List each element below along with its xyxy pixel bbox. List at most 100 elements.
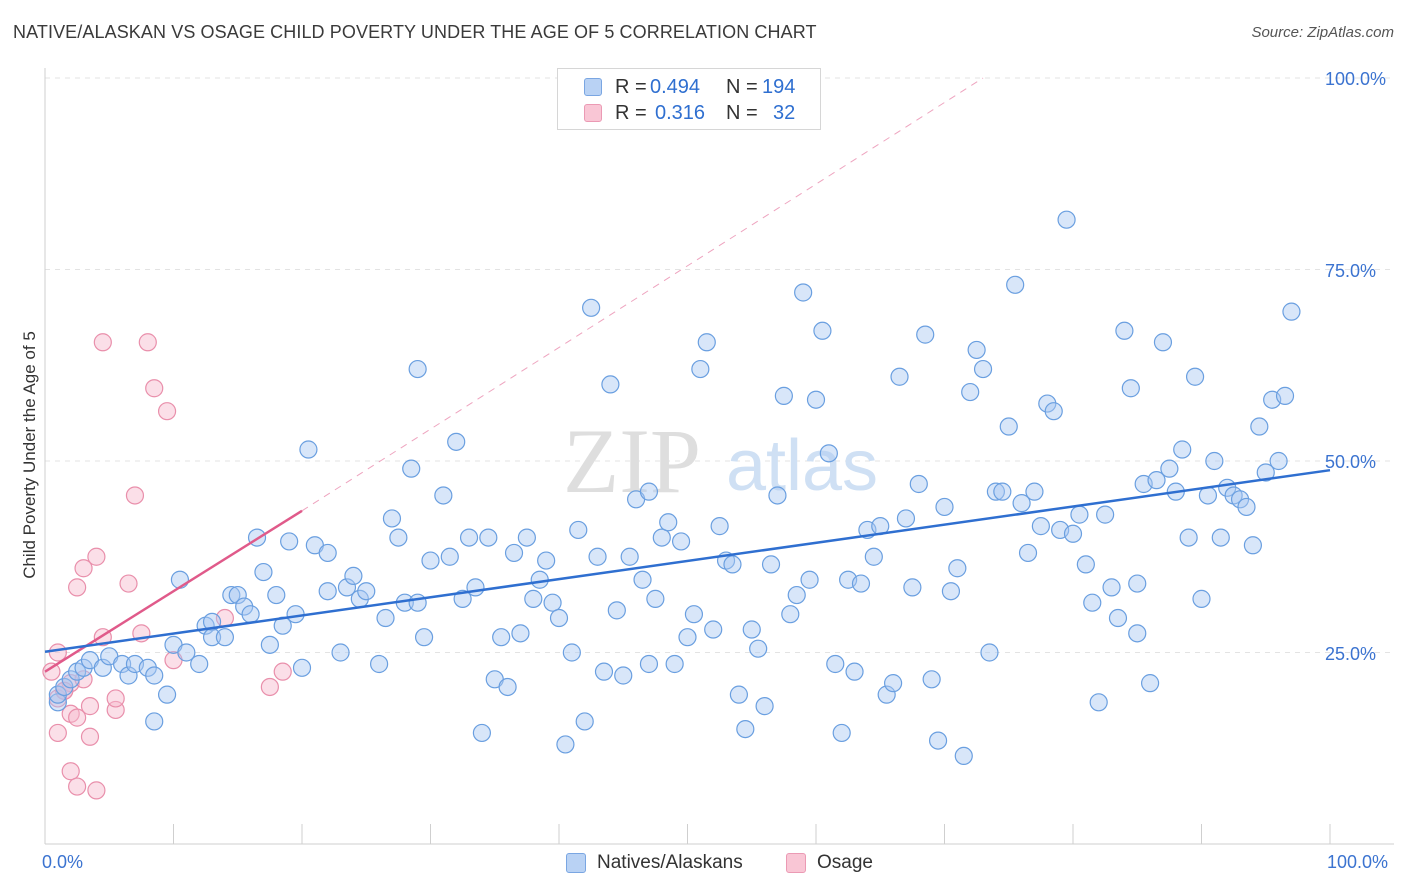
y-tick-label: 100.0% <box>1325 69 1387 89</box>
natives-point <box>883 674 903 693</box>
osage-point <box>273 662 292 681</box>
natives-point <box>961 382 980 402</box>
natives-point <box>1076 555 1095 574</box>
natives-point <box>781 605 800 624</box>
natives-point <box>382 509 402 528</box>
chart-title: NATIVE/ALASKAN VS OSAGE CHILD POVERTY UN… <box>13 22 817 42</box>
natives-point <box>1237 497 1256 517</box>
natives-point <box>787 585 806 605</box>
osage-point <box>157 402 177 421</box>
natives-point <box>1185 367 1205 386</box>
natives-point <box>607 601 626 620</box>
natives-point <box>549 608 569 628</box>
natives-point <box>466 578 485 597</box>
natives-point <box>980 643 999 662</box>
osage-point <box>80 727 100 746</box>
natives-point <box>594 662 614 681</box>
natives-point <box>318 582 337 601</box>
natives-point <box>93 658 112 677</box>
natives-point <box>800 570 819 589</box>
legend-n-value: 32 <box>773 102 796 124</box>
natives-point <box>697 333 716 352</box>
natives-point <box>935 497 954 517</box>
natives-point <box>684 605 704 624</box>
natives-point <box>408 359 427 379</box>
natives-point <box>376 608 395 628</box>
osage-point <box>87 781 106 800</box>
natives-point <box>479 528 498 547</box>
natives-point <box>170 570 190 589</box>
natives-point <box>459 528 479 547</box>
natives-point <box>819 444 838 463</box>
natives-point <box>222 585 241 605</box>
natives-point <box>999 417 1018 436</box>
natives-point <box>202 612 222 631</box>
natives-point <box>774 386 793 405</box>
natives-point <box>736 719 755 739</box>
legend-r-value: 0.316 <box>655 102 706 124</box>
correlation-legend: R = 0.494 N = 194 R = 0.316 N = 32 <box>557 68 821 130</box>
legend-r-label: R = <box>615 76 647 98</box>
natives-point <box>524 589 543 608</box>
natives-point <box>1269 451 1288 471</box>
natives-point <box>504 543 524 563</box>
osage-point <box>138 333 157 352</box>
natives-point <box>1006 275 1025 294</box>
osage-point <box>48 723 67 743</box>
natives-point <box>755 697 774 716</box>
natives-point <box>749 639 768 658</box>
natives-point <box>402 459 421 478</box>
y-tick-label: 50.0% <box>1325 452 1377 472</box>
natives-point <box>864 547 883 566</box>
axes <box>44 68 1394 845</box>
natives-point <box>768 486 787 505</box>
legend-n-value: 194 <box>762 76 796 98</box>
natives-point <box>832 723 851 743</box>
natives-point <box>1140 674 1160 693</box>
watermark-atlas: atlas <box>726 426 878 506</box>
osage-point <box>68 708 87 727</box>
natives-point <box>620 547 639 566</box>
natives-point <box>1044 402 1063 421</box>
natives-point <box>659 513 678 532</box>
natives-point <box>543 593 562 612</box>
natives-point <box>986 482 1006 501</box>
natives-point <box>569 520 588 540</box>
natives-point <box>1070 505 1089 524</box>
osage-point <box>68 578 87 597</box>
natives-point <box>241 605 260 624</box>
natives-point <box>119 666 138 685</box>
natives-point <box>389 528 408 547</box>
natives-point <box>761 555 781 574</box>
osage-point <box>119 574 138 593</box>
natives-point <box>1128 624 1147 643</box>
osage-point <box>87 547 106 566</box>
natives-point <box>1012 494 1031 513</box>
natives-point <box>1179 528 1198 547</box>
natives-point <box>1096 505 1115 524</box>
natives-point <box>993 482 1012 501</box>
osage-point <box>68 777 87 796</box>
natives-point <box>562 643 581 662</box>
natives-point <box>601 375 620 394</box>
natives-point <box>1102 578 1121 597</box>
natives-point <box>588 547 607 566</box>
natives-swatch <box>584 78 602 96</box>
natives-point <box>851 574 871 593</box>
source-label: Source: ZipAtlas.com <box>1251 24 1394 41</box>
natives-point <box>1282 302 1301 321</box>
natives-point <box>1192 589 1211 608</box>
natives-trend-line <box>44 468 1331 653</box>
natives-point <box>877 685 896 704</box>
natives-point <box>845 662 864 681</box>
natives-point <box>928 731 948 750</box>
natives-point <box>575 712 594 731</box>
natives-point <box>671 532 691 551</box>
natives-point <box>344 566 363 586</box>
natives-point <box>337 578 357 597</box>
natives-point <box>704 620 723 639</box>
legend-n-label: N = <box>726 76 758 98</box>
natives-point <box>806 390 826 409</box>
natives-legend-swatch <box>566 853 586 873</box>
natives-point <box>1025 482 1044 501</box>
